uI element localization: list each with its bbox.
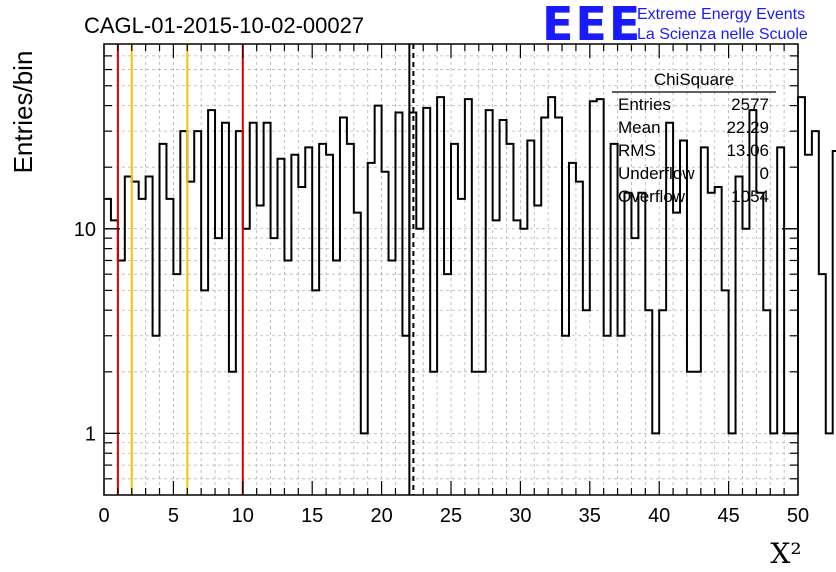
marker-lines <box>116 44 415 495</box>
x-tick-labels: 0 5 10 15 20 25 30 35 40 45 50 <box>98 505 809 527</box>
eee-logo: EEE Extreme Energy Events La Scienza nel… <box>542 0 808 51</box>
histogram-line <box>104 96 836 435</box>
stats-rows: Entries 2577 Mean 22.29 RMS 13.06 Underflow 0 Ov… <box>618 95 769 206</box>
x-tick-label: 50 <box>787 505 809 527</box>
stats-value-mean: 22.29 <box>726 118 769 137</box>
stats-value-entries: 2577 <box>731 95 769 114</box>
stats-name: ChiSquare <box>654 70 734 89</box>
x-tick-label: 25 <box>440 505 462 527</box>
x-tick-label: 5 <box>168 505 179 527</box>
x-tick-label: 45 <box>717 505 739 527</box>
y-axis-label: Entries/bin <box>8 51 38 174</box>
logo-line-2: La Scienza nelle Scuole <box>637 26 808 43</box>
stats-label-underflow: Underflow <box>618 164 695 183</box>
x-tick-label: 0 <box>98 505 109 527</box>
stats-value-rms: 13.06 <box>726 141 769 160</box>
y-tick-label: 10 <box>74 219 96 241</box>
logo-mark: EEE <box>542 0 642 51</box>
x-tick-label: 40 <box>648 505 670 527</box>
x-tick-label: 35 <box>579 505 601 527</box>
axis-ticks <box>103 44 799 495</box>
plot-title: CAGL-01-2015-10-02-00027 <box>84 13 364 38</box>
grid-lines <box>104 44 798 495</box>
stats-label-mean: Mean <box>618 118 661 137</box>
x-tick-label: 30 <box>509 505 531 527</box>
stats-label-overflow: Overflow <box>618 187 686 206</box>
stats-value-underflow: 0 <box>760 164 769 183</box>
x-tick-label: 20 <box>370 505 392 527</box>
x-axis-label: X² <box>770 537 801 570</box>
x-tick-label: 10 <box>232 505 254 527</box>
stats-box: ChiSquare Entries 2577 Mean 22.29 RMS 13.06 Un… <box>612 70 776 206</box>
stats-label-rms: RMS <box>618 141 656 160</box>
y-tick-label: 1 <box>85 423 96 445</box>
x-tick-label: 15 <box>301 505 323 527</box>
histogram-series <box>104 96 836 435</box>
stats-value-overflow: 1054 <box>731 187 769 206</box>
logo-line-1: Extreme Energy Events <box>637 6 805 23</box>
stats-label-entries: Entries <box>618 95 671 114</box>
y-tick-labels: 1 10 <box>74 219 96 446</box>
